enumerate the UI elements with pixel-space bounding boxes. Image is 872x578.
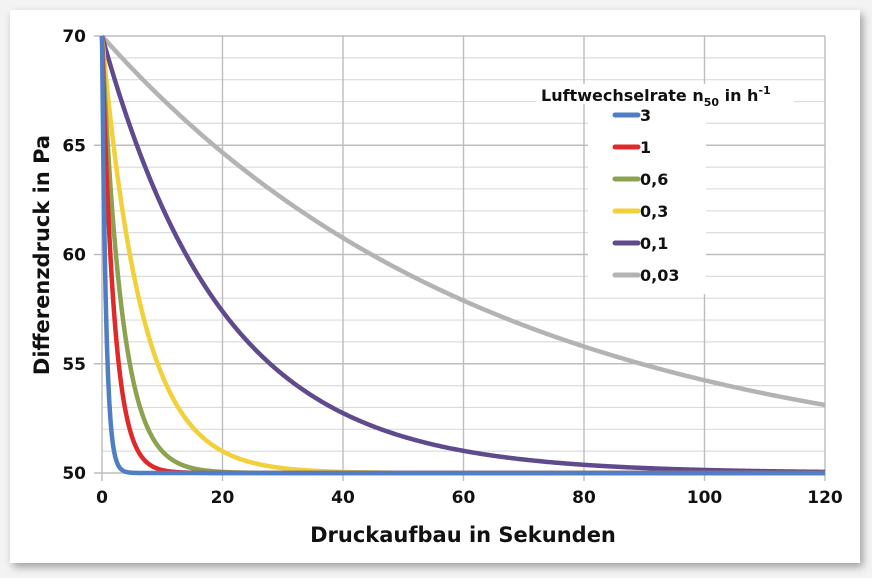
y-axis-ticks: 50 55 60 65 70: [62, 27, 86, 484]
legend-items: 3 1 0,6 0,3 0,1 0,03: [612, 106, 679, 285]
legend-label: 3: [640, 106, 651, 125]
legend-item: 1: [612, 138, 651, 157]
y-tick-label: 70: [62, 27, 86, 47]
y-tick-label: 65: [62, 136, 86, 156]
series-line-3: [99, 35, 827, 476]
y-tick-label: 50: [62, 464, 86, 484]
y-tick-label: 60: [62, 246, 86, 266]
series-line-0-03: [100, 34, 827, 408]
y-axis-title: Differenzdruck in Pa: [30, 135, 54, 375]
legend-item: 0,1: [612, 234, 668, 253]
x-tick-label: 20: [211, 488, 235, 508]
legend: Luftwechselrate n50 in h-1 3 1 0,6 0,3 0,1 0,…: [536, 84, 794, 294]
legend-item: 3: [612, 106, 651, 125]
data-series: [99, 34, 827, 476]
legend-label: 1: [640, 138, 651, 157]
legend-item: 0,6: [612, 170, 668, 189]
x-tick-label: 60: [452, 488, 476, 508]
x-tick-label: 120: [807, 488, 843, 508]
legend-label: 0,6: [640, 170, 668, 189]
legend-label: 0,1: [640, 234, 668, 253]
x-axis-title: Druckaufbau in Sekunden: [310, 523, 616, 547]
legend-item: 0,03: [612, 266, 679, 285]
legend-label: 0,3: [640, 202, 668, 221]
y-tick-label: 55: [62, 355, 86, 375]
series-line-0-1: [99, 35, 827, 475]
legend-item: 0,3: [612, 202, 668, 221]
x-tick-label: 0: [96, 488, 108, 508]
legend-title-bg: [536, 84, 794, 104]
x-tick-label: 40: [331, 488, 355, 508]
legend-label: 0,03: [640, 266, 679, 285]
legend-box-bg: [588, 104, 706, 294]
x-tick-label: 80: [572, 488, 596, 508]
x-axis-ticks: 0 20 40 60 80 100 120: [96, 488, 843, 508]
x-tick-label: 100: [687, 488, 723, 508]
legend-title: Luftwechselrate n50 in h-1: [541, 84, 771, 109]
